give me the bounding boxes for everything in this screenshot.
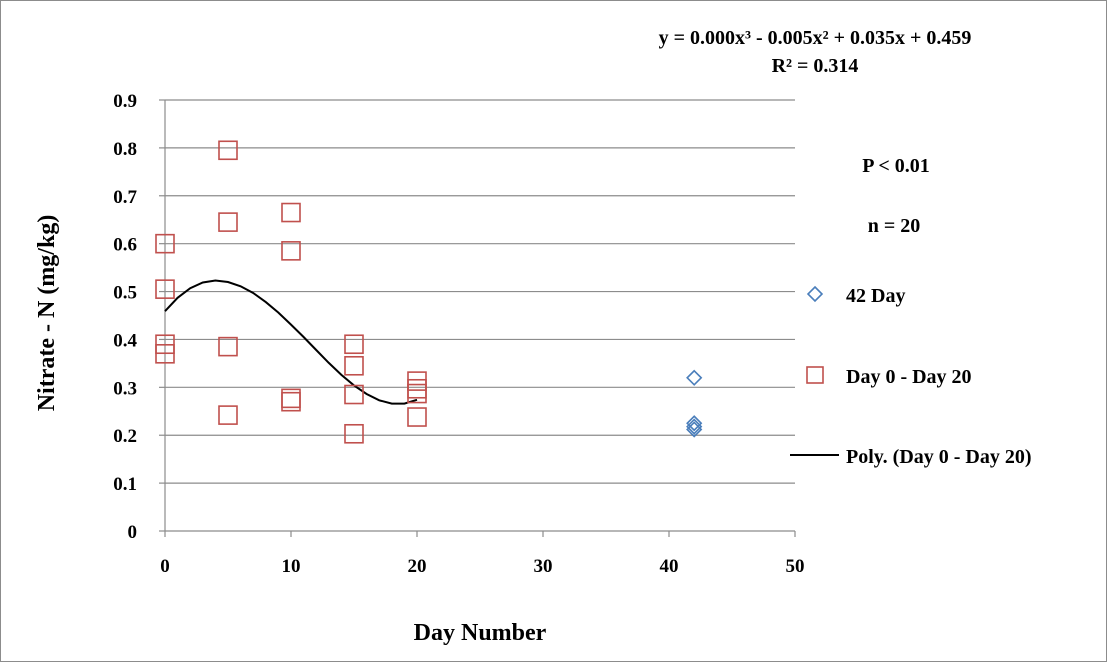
legend: 42 Day Day 0 - Day 20 Poly. (Day 0 - Day 2… xyxy=(790,285,1032,468)
y-tick-label: 0.2 xyxy=(113,426,137,447)
x-tick-label: 50 xyxy=(786,556,805,577)
x-tick-label: 30 xyxy=(534,556,553,577)
square-marker xyxy=(344,355,364,376)
legend-label-42-day: 42 Day xyxy=(846,285,905,307)
poly-trendline xyxy=(164,279,418,405)
y-tick-label: 0.4 xyxy=(113,330,137,351)
diamond-marker xyxy=(686,421,703,438)
square-marker xyxy=(407,407,427,427)
data-points xyxy=(155,140,703,444)
y-tick-label: 0 xyxy=(128,522,138,543)
x-tick-label: 20 xyxy=(408,556,427,577)
square-marker xyxy=(344,334,364,355)
gridlines xyxy=(165,99,795,484)
y-tick-label: 0.3 xyxy=(113,378,137,399)
y-tick-label: 0.1 xyxy=(113,474,137,495)
square-marker xyxy=(281,391,301,412)
axes xyxy=(159,99,796,537)
square-marker xyxy=(155,233,175,254)
legend-diamond-icon xyxy=(806,285,824,303)
diamond-marker xyxy=(686,415,703,432)
y-tick-label: 0.9 xyxy=(113,91,137,112)
square-marker xyxy=(218,212,238,232)
square-marker xyxy=(344,384,364,405)
square-marker xyxy=(155,279,175,299)
sample-size-label: n = 20 xyxy=(868,215,921,237)
r-squared-label: R² = 0.314 xyxy=(772,55,859,77)
y-tick-label: 0.6 xyxy=(113,235,137,256)
trendline-equation: y = 0.000x³ - 0.005x² + 0.035x + 0.459 xyxy=(659,27,972,49)
legend-label-poly: Poly. (Day 0 - Day 20) xyxy=(846,446,1032,468)
diamond-marker xyxy=(686,418,703,435)
x-tick-label: 0 xyxy=(160,556,170,577)
legend-square-icon xyxy=(806,366,824,384)
square-marker xyxy=(218,140,238,161)
y-tick-label: 0.8 xyxy=(113,139,137,160)
y-tick-label: 0.7 xyxy=(113,187,137,208)
square-marker xyxy=(344,423,364,444)
x-tick-label: 40 xyxy=(660,556,679,577)
square-marker xyxy=(281,241,301,261)
x-tick-label: 10 xyxy=(282,556,301,577)
square-marker xyxy=(218,405,238,425)
x-axis-title: Day Number xyxy=(414,620,547,646)
square-marker xyxy=(407,383,427,404)
tick-labels: 0 0.1 0.2 0.3 0.4 0.5 0.6 0.7 0.8 0.9 0 10 20 30 40 50 xyxy=(113,91,804,577)
legend-label-day0-day20: Day 0 - Day 20 xyxy=(846,366,972,388)
y-axis-title: Nitrate - N (mg/kg) xyxy=(34,215,60,412)
square-marker xyxy=(155,344,175,364)
p-value-label: P < 0.01 xyxy=(862,155,930,177)
square-marker xyxy=(281,202,301,223)
y-tick-label: 0.5 xyxy=(113,283,137,304)
diamond-marker xyxy=(686,369,703,386)
square-marker xyxy=(218,336,238,357)
trendline xyxy=(164,279,418,405)
square-marker xyxy=(407,378,427,399)
